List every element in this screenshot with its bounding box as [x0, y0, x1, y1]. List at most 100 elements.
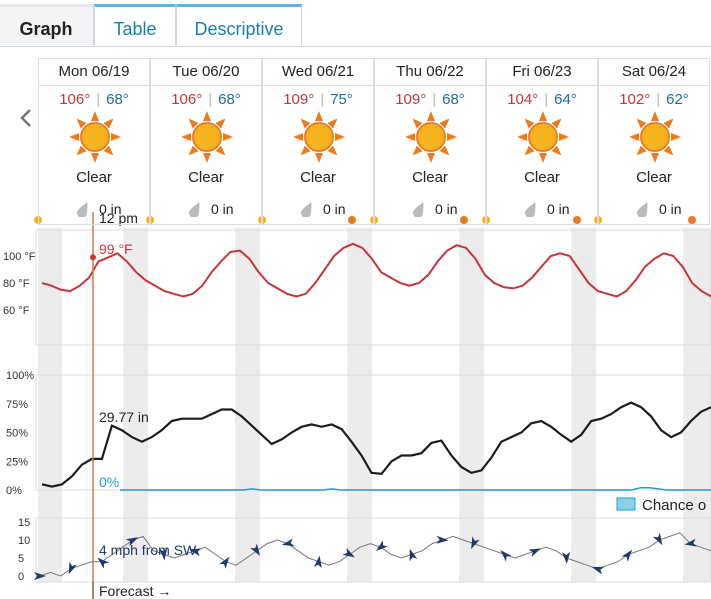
wind-arrow-icon [34, 572, 46, 580]
cursor-temp: 99 °F [99, 241, 133, 257]
day-temps: 109° | 75° [283, 91, 353, 108]
wind-arrow-icon [219, 556, 230, 569]
wind-arrow-icon [250, 543, 261, 556]
sun-icon [517, 111, 569, 163]
sun-icon [293, 111, 345, 163]
high-temp: 106° [59, 91, 91, 108]
percent-axis-label: 50% [6, 428, 28, 440]
raindrop-icon [301, 202, 312, 217]
day-condition: Clear [636, 169, 672, 186]
high-temp: 102° [619, 91, 651, 108]
temperature-line [41, 242, 711, 298]
sun-event-dot [688, 216, 696, 224]
wind-arrow-icon [471, 536, 480, 550]
day-condition: Clear [300, 169, 336, 186]
wind-axis-label: 15 [18, 517, 30, 529]
sun-event-dot [460, 216, 468, 224]
sun-icon [69, 111, 121, 163]
raindrop-icon [637, 202, 648, 217]
night-band [683, 228, 711, 582]
day-forecast-card[interactable]: Wed 06/21 109° | 75° Clear 0 in [262, 58, 374, 225]
day-precip: 0 in [435, 201, 458, 217]
day-temps: 106° | 68° [59, 91, 129, 108]
wind-arrow-icon [97, 557, 110, 569]
day-forecast-card[interactable]: Thu 06/22 109° | 68° Clear 0 in [374, 58, 486, 225]
sun-event-dot [573, 216, 581, 224]
day-forecast-card[interactable]: Sat 06/24 102° | 62° Clear 0 in [598, 58, 710, 225]
day-condition: Clear [76, 169, 112, 186]
wind-arrow-icon [652, 532, 663, 546]
wind-arrow-icon [409, 548, 418, 562]
low-temp: 68° [442, 91, 465, 108]
cursor-pressure: 29.77 in [99, 409, 149, 425]
day-date: Tue 06/20 [151, 59, 261, 86]
high-temp: 109° [283, 91, 315, 108]
raindrop-icon [189, 202, 200, 217]
day-condition: Clear [412, 169, 448, 186]
day-condition: Clear [188, 169, 224, 186]
tab-graph[interactable]: Graph [0, 4, 94, 45]
legend-label: Chance o [642, 497, 706, 514]
raindrop-icon [77, 202, 88, 217]
cursor-temp-dot [90, 254, 96, 261]
day-date: Sat 06/24 [599, 59, 709, 86]
wind-arrow-icon [375, 540, 388, 551]
tab-table[interactable]: Table [94, 4, 176, 45]
high-temp: 106° [171, 91, 203, 108]
wind-arrow-icon [436, 535, 449, 544]
low-temp: 68° [218, 91, 241, 108]
wind-arrow-icon [159, 548, 168, 561]
tab-descriptive[interactable]: Descriptive [176, 4, 302, 45]
wind-arrow-icon [313, 555, 322, 569]
low-temp: 75° [330, 91, 353, 108]
temp-axis-label: 100 °F [3, 251, 36, 263]
precip-chance-line [120, 486, 711, 491]
night-band [235, 228, 260, 582]
night-band [459, 228, 484, 582]
wind-arrow-icon [500, 550, 512, 562]
percent-axis-label: 25% [6, 456, 28, 468]
day-temps: 104° | 64° [507, 91, 577, 108]
sun-icon [405, 111, 457, 163]
percent-axis-label: 75% [6, 399, 28, 411]
wind-arrow-icon [591, 566, 605, 575]
legend-swatch [616, 497, 636, 511]
wind-arrow-icon [189, 548, 202, 557]
day-forecast-card[interactable]: Fri 06/23 104° | 64° Clear 0 in [486, 58, 598, 225]
day-forecast-card[interactable]: Tue 06/20 106° | 68° Clear 0 in [150, 58, 262, 225]
wind-arrow-icon [281, 538, 295, 547]
day-date: Mon 06/19 [39, 59, 149, 86]
day-forecast-card[interactable]: Mon 06/19 106° | 68° Clear 0 in [38, 58, 150, 225]
view-tabs: Graph Table Descriptive [0, 0, 711, 47]
wind-arrow-icon [125, 537, 139, 547]
percent-axis-label: 0% [6, 485, 22, 497]
percent-axis-label: 100% [6, 370, 34, 382]
wind-arrow-icon [68, 561, 77, 575]
wind-panel [35, 517, 711, 583]
day-temps: 106° | 68° [171, 91, 241, 108]
day-temps: 109° | 68° [395, 91, 465, 108]
previous-arrow-icon[interactable] [20, 109, 31, 127]
pressure-line [41, 401, 711, 488]
wind-arrow-icon [621, 549, 633, 562]
cursor-chance: 0% [99, 474, 119, 490]
temp-axis-label: 80 °F [3, 278, 30, 290]
low-temp: 68° [106, 91, 129, 108]
night-band [347, 228, 372, 582]
sun-icon [629, 111, 681, 163]
low-temp: 64° [554, 91, 577, 108]
day-precip: 0 in [99, 201, 122, 217]
night-band [571, 228, 596, 582]
day-precip: 0 in [547, 201, 570, 217]
wind-arrow-icon [528, 548, 541, 557]
night-band [38, 228, 62, 582]
forecast-label: Forecast → [99, 583, 171, 599]
day-precip: 0 in [323, 201, 346, 217]
raindrop-icon [525, 202, 536, 217]
day-date: Fri 06/23 [487, 59, 597, 86]
day-precip: 0 in [659, 201, 682, 217]
wind-axis-label: 5 [18, 553, 24, 565]
temp-axis-label: 60 °F [3, 305, 30, 317]
wind-axis-label: 10 [18, 535, 30, 547]
